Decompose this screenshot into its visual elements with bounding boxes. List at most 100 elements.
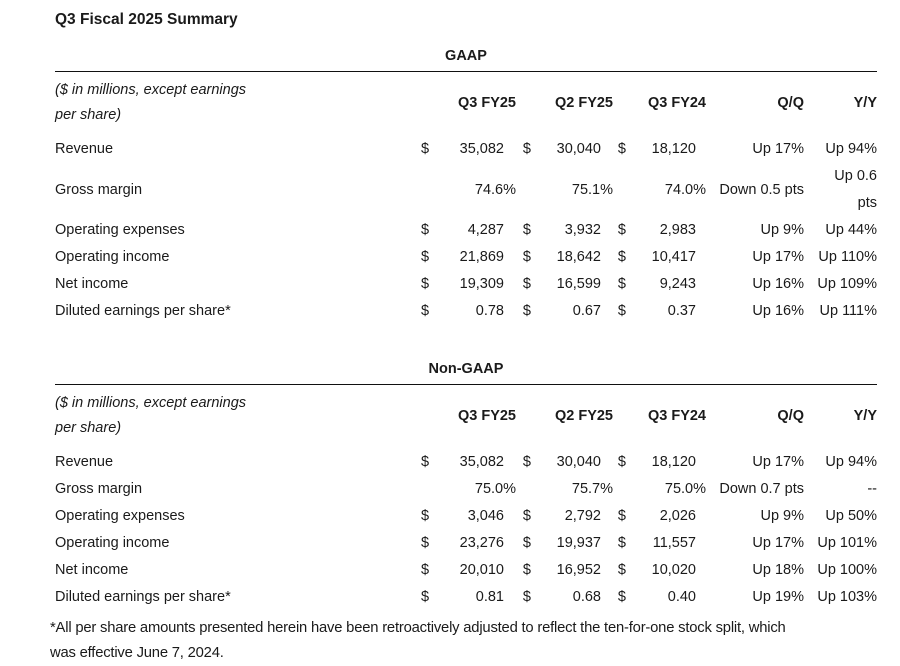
value-q3fy25: 75.0% bbox=[474, 481, 516, 497]
value-q3fy25: 20,010 bbox=[459, 562, 504, 578]
col-header-q2fy25: Q2 FY25 bbox=[554, 408, 613, 424]
footnote-line1: *All per share amounts presented herein … bbox=[50, 620, 786, 636]
value-q3fy24: 18,120 bbox=[651, 141, 696, 157]
value-q3fy24: 2,983 bbox=[659, 222, 696, 238]
dollar-sign: $ bbox=[617, 222, 626, 238]
col-header-qq: Q/Q bbox=[777, 95, 804, 111]
dollar-sign: $ bbox=[522, 303, 531, 319]
value-yy: Up 101% bbox=[804, 530, 877, 557]
value-q3fy24: 11,557 bbox=[652, 535, 696, 551]
gaap-heading: GAAP bbox=[55, 48, 877, 72]
value-qq: Up 9% bbox=[760, 508, 804, 524]
stock-split-footnote: *All per share amounts presented herein … bbox=[50, 616, 885, 666]
col-header-yy: Y/Y bbox=[853, 408, 877, 424]
row-label: Revenue bbox=[55, 141, 114, 157]
units-note: ($ in millions, except earnings per shar… bbox=[55, 72, 421, 136]
page-title: Q3 Fiscal 2025 Summary bbox=[55, 11, 238, 28]
value-qq: Down 0.7 pts bbox=[719, 481, 804, 497]
value-yy: Up 0.6 pts bbox=[804, 163, 877, 217]
col-header-qq: Q/Q bbox=[777, 408, 804, 424]
value-q2fy25: 19,937 bbox=[556, 535, 601, 551]
value-q3fy24: 2,026 bbox=[659, 508, 696, 524]
dollar-sign bbox=[516, 163, 531, 217]
value-q2fy25: 0.68 bbox=[572, 589, 601, 605]
value-yy-line1: Up 94% bbox=[825, 141, 877, 157]
value-qq: Up 16% bbox=[752, 276, 804, 292]
table-row-net-income: Net income $ 19,309 $ 16,599 $ 9,243 Up … bbox=[55, 271, 877, 298]
table-row-operating-expenses: Operating expenses $ 4,287 $ 3,932 $ 2,9… bbox=[55, 217, 877, 244]
value-q3fy24: 10,020 bbox=[651, 562, 696, 578]
value-q3fy24: 9,243 bbox=[659, 276, 696, 292]
value-yy-line1: Up 0.6 bbox=[834, 168, 877, 184]
gaap-header-row: ($ in millions, except earnings per shar… bbox=[55, 72, 877, 136]
value-q3fy25: 21,869 bbox=[459, 249, 504, 265]
non-gaap-heading: Non-GAAP bbox=[55, 361, 877, 385]
value-yy-line1: Up 101% bbox=[817, 535, 877, 551]
dollar-sign: $ bbox=[617, 508, 626, 524]
dollar-sign bbox=[516, 476, 531, 503]
value-q3fy24: 0.37 bbox=[667, 303, 696, 319]
gaap-section: GAAP ($ in millions, except earnings per… bbox=[55, 48, 877, 325]
row-label: Net income bbox=[55, 562, 129, 578]
value-yy-line1: Up 103% bbox=[817, 589, 877, 605]
table-row-diluted-eps: Diluted earnings per share* $ 0.81 $ 0.6… bbox=[55, 584, 877, 611]
dollar-sign: $ bbox=[522, 454, 531, 470]
units-note-line2: per share) bbox=[55, 107, 122, 123]
value-yy-line1: -- bbox=[867, 481, 877, 497]
value-yy-line1: Up 109% bbox=[817, 276, 877, 292]
value-qq: Up 19% bbox=[752, 589, 804, 605]
row-label: Revenue bbox=[55, 454, 114, 470]
dollar-sign bbox=[613, 163, 626, 217]
col-header-q3fy25: Q3 FY25 bbox=[457, 95, 516, 111]
value-q3fy25: 74.6% bbox=[474, 181, 516, 198]
dollar-sign: $ bbox=[421, 535, 430, 551]
col-header-q2fy25: Q2 FY25 bbox=[554, 95, 613, 111]
value-yy-line1: Up 100% bbox=[817, 562, 877, 578]
value-q3fy25: 19,309 bbox=[459, 276, 504, 292]
value-q3fy25: 23,276 bbox=[459, 535, 504, 551]
row-label: Operating income bbox=[55, 249, 170, 265]
row-label: Diluted earnings per share* bbox=[55, 303, 231, 319]
value-yy-line1: Up 110% bbox=[818, 249, 877, 265]
table-row-operating-income: Operating income $ 23,276 $ 19,937 $ 11,… bbox=[55, 530, 877, 557]
table-row-revenue: Revenue $ 35,082 $ 30,040 $ 18,120 Up 17… bbox=[55, 449, 877, 476]
dollar-sign bbox=[613, 476, 626, 503]
dollar-sign: $ bbox=[421, 454, 430, 470]
dollar-sign: $ bbox=[421, 276, 430, 292]
dollar-sign: $ bbox=[421, 249, 430, 265]
units-note-line1: ($ in millions, except earnings bbox=[55, 82, 247, 98]
row-label: Gross margin bbox=[55, 181, 143, 198]
value-yy: Up 94% bbox=[804, 449, 877, 476]
gaap-table: ($ in millions, except earnings per shar… bbox=[55, 72, 877, 325]
value-q3fy25: 35,082 bbox=[459, 141, 504, 157]
non-gaap-section: Non-GAAP ($ in millions, except earnings… bbox=[55, 361, 877, 611]
dollar-sign: $ bbox=[617, 303, 626, 319]
value-q2fy25: 30,040 bbox=[556, 141, 601, 157]
row-label: Operating income bbox=[55, 535, 170, 551]
value-yy: Up 44% bbox=[804, 217, 877, 244]
value-q2fy25: 30,040 bbox=[556, 454, 601, 470]
dollar-sign: $ bbox=[421, 303, 430, 319]
value-q3fy24: 75.0% bbox=[664, 481, 706, 497]
units-note-line1: ($ in millions, except earnings bbox=[55, 395, 247, 411]
table-row-diluted-eps: Diluted earnings per share* $ 0.78 $ 0.6… bbox=[55, 298, 877, 325]
value-yy-line1: Up 94% bbox=[825, 454, 877, 470]
non-gaap-header-row: ($ in millions, except earnings per shar… bbox=[55, 385, 877, 449]
col-header-q3fy24: Q3 FY24 bbox=[647, 95, 706, 111]
dollar-sign: $ bbox=[421, 222, 430, 238]
value-yy: Up 94% bbox=[804, 136, 877, 163]
dollar-sign: $ bbox=[617, 249, 626, 265]
value-yy: Up 110% bbox=[804, 244, 877, 271]
value-q3fy24: 18,120 bbox=[651, 454, 696, 470]
dollar-sign: $ bbox=[522, 508, 531, 524]
value-qq: Up 16% bbox=[752, 303, 804, 319]
value-qq: Up 18% bbox=[752, 562, 804, 578]
value-q2fy25: 3,932 bbox=[564, 222, 601, 238]
value-q2fy25: 75.1% bbox=[571, 181, 613, 198]
value-yy-line1: Up 44% bbox=[825, 222, 877, 238]
row-label: Diluted earnings per share* bbox=[55, 589, 231, 605]
value-q2fy25: 18,642 bbox=[556, 249, 601, 265]
table-row-operating-income: Operating income $ 21,869 $ 18,642 $ 10,… bbox=[55, 244, 877, 271]
dollar-sign: $ bbox=[617, 141, 626, 157]
dollar-sign: $ bbox=[522, 562, 531, 578]
